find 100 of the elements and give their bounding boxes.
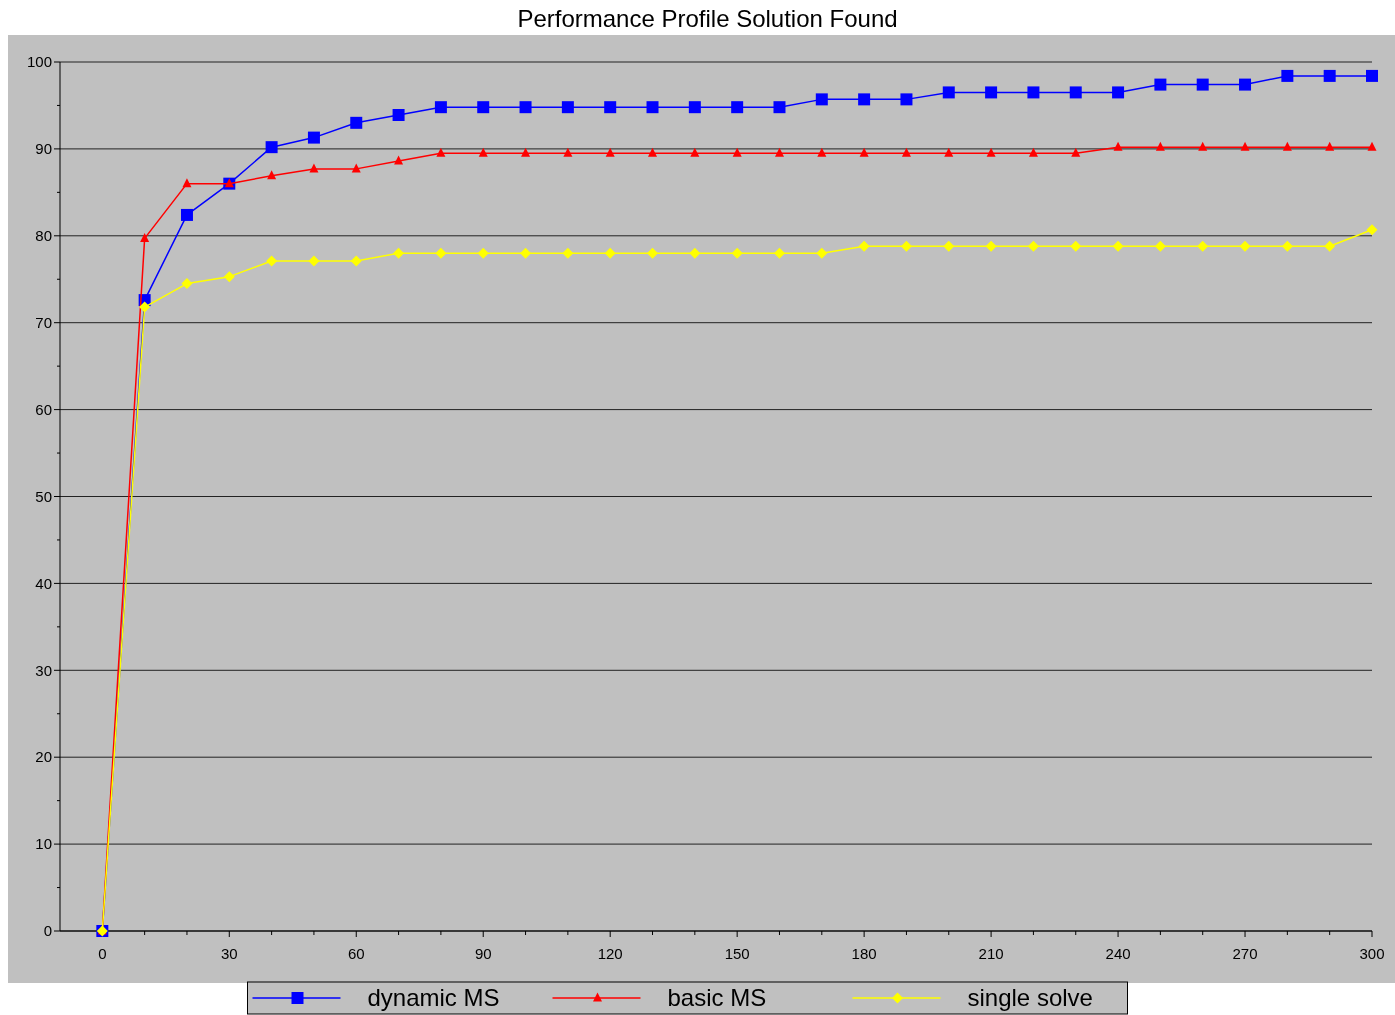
point xyxy=(1325,141,1335,151)
y-tick-label: 30 xyxy=(35,661,52,679)
y-tick-label: 90 xyxy=(35,140,52,158)
point xyxy=(858,93,871,106)
point xyxy=(1281,69,1294,82)
point xyxy=(139,301,151,313)
point xyxy=(478,147,488,157)
point xyxy=(477,247,489,259)
point xyxy=(182,178,192,188)
point xyxy=(350,116,363,129)
point xyxy=(1239,78,1252,91)
x-tick-label: 30 xyxy=(220,945,238,962)
point xyxy=(1154,240,1166,252)
point xyxy=(1198,141,1208,151)
point xyxy=(1366,69,1378,82)
y-tick-label: 40 xyxy=(35,574,52,592)
point xyxy=(901,147,911,157)
point xyxy=(477,101,490,114)
point xyxy=(605,147,615,157)
point xyxy=(774,147,784,157)
point xyxy=(816,247,828,259)
point xyxy=(1324,240,1336,252)
point xyxy=(731,247,743,259)
point xyxy=(1113,141,1123,151)
point xyxy=(731,101,744,114)
point xyxy=(604,247,616,259)
y-tick-label: 50 xyxy=(35,487,52,505)
x-tick-label: 270 xyxy=(1232,945,1258,962)
point xyxy=(773,247,785,259)
point xyxy=(563,147,573,157)
point xyxy=(1027,240,1039,252)
point xyxy=(436,147,446,157)
point xyxy=(985,86,998,99)
y-tick-label: 80 xyxy=(35,227,52,245)
point xyxy=(1196,78,1209,91)
point xyxy=(1197,240,1209,252)
point xyxy=(986,147,996,157)
point xyxy=(181,278,193,290)
point xyxy=(519,101,532,114)
point xyxy=(520,247,532,259)
x-tick-label: 150 xyxy=(724,945,750,962)
point xyxy=(1028,147,1038,157)
point xyxy=(1027,86,1040,99)
point xyxy=(689,247,701,259)
point xyxy=(900,240,912,252)
point xyxy=(732,147,742,157)
point xyxy=(1239,240,1251,252)
point xyxy=(688,101,701,114)
point xyxy=(646,101,659,114)
point xyxy=(1112,240,1124,252)
point xyxy=(1282,141,1292,151)
x-tick-label: 300 xyxy=(1359,945,1385,962)
point xyxy=(944,147,954,157)
y-tick-label: 0 xyxy=(43,922,52,940)
point xyxy=(435,247,447,259)
point xyxy=(604,101,617,114)
point xyxy=(561,101,574,114)
point xyxy=(309,163,319,173)
legend-label: single solve xyxy=(967,984,1093,1012)
x-tick-label: 90 xyxy=(474,945,492,962)
point xyxy=(140,232,150,242)
point xyxy=(307,131,320,144)
point xyxy=(943,240,955,252)
point xyxy=(562,247,574,259)
y-tick-label: 20 xyxy=(35,748,52,766)
point xyxy=(350,255,362,267)
x-tick-label: 210 xyxy=(978,945,1004,962)
point xyxy=(1281,240,1293,252)
y-tick-label: 10 xyxy=(35,835,52,853)
point xyxy=(858,240,870,252)
point xyxy=(1155,141,1165,151)
x-tick-label: 180 xyxy=(851,945,877,962)
point xyxy=(859,147,869,157)
point xyxy=(223,271,235,283)
x-tick-label: 0 xyxy=(98,945,107,962)
point xyxy=(394,155,404,165)
point xyxy=(1069,86,1082,99)
point xyxy=(773,101,786,114)
point xyxy=(392,109,405,122)
point xyxy=(180,208,193,221)
point xyxy=(690,147,700,157)
point xyxy=(1366,224,1378,236)
point xyxy=(393,247,405,259)
point xyxy=(817,147,827,157)
legend-label: dynamic MS xyxy=(367,984,500,1012)
point xyxy=(434,101,447,114)
x-tick-label: 120 xyxy=(597,945,623,962)
point xyxy=(265,141,278,154)
y-tick-label: 100 xyxy=(26,53,52,71)
point xyxy=(985,240,997,252)
x-tick-label: 240 xyxy=(1105,945,1131,962)
point xyxy=(1112,86,1125,99)
point xyxy=(521,147,531,157)
point xyxy=(1240,141,1250,151)
point xyxy=(648,147,658,157)
point xyxy=(942,86,955,99)
point xyxy=(1367,141,1377,151)
point xyxy=(308,255,320,267)
point xyxy=(1071,147,1081,157)
point xyxy=(900,93,913,106)
